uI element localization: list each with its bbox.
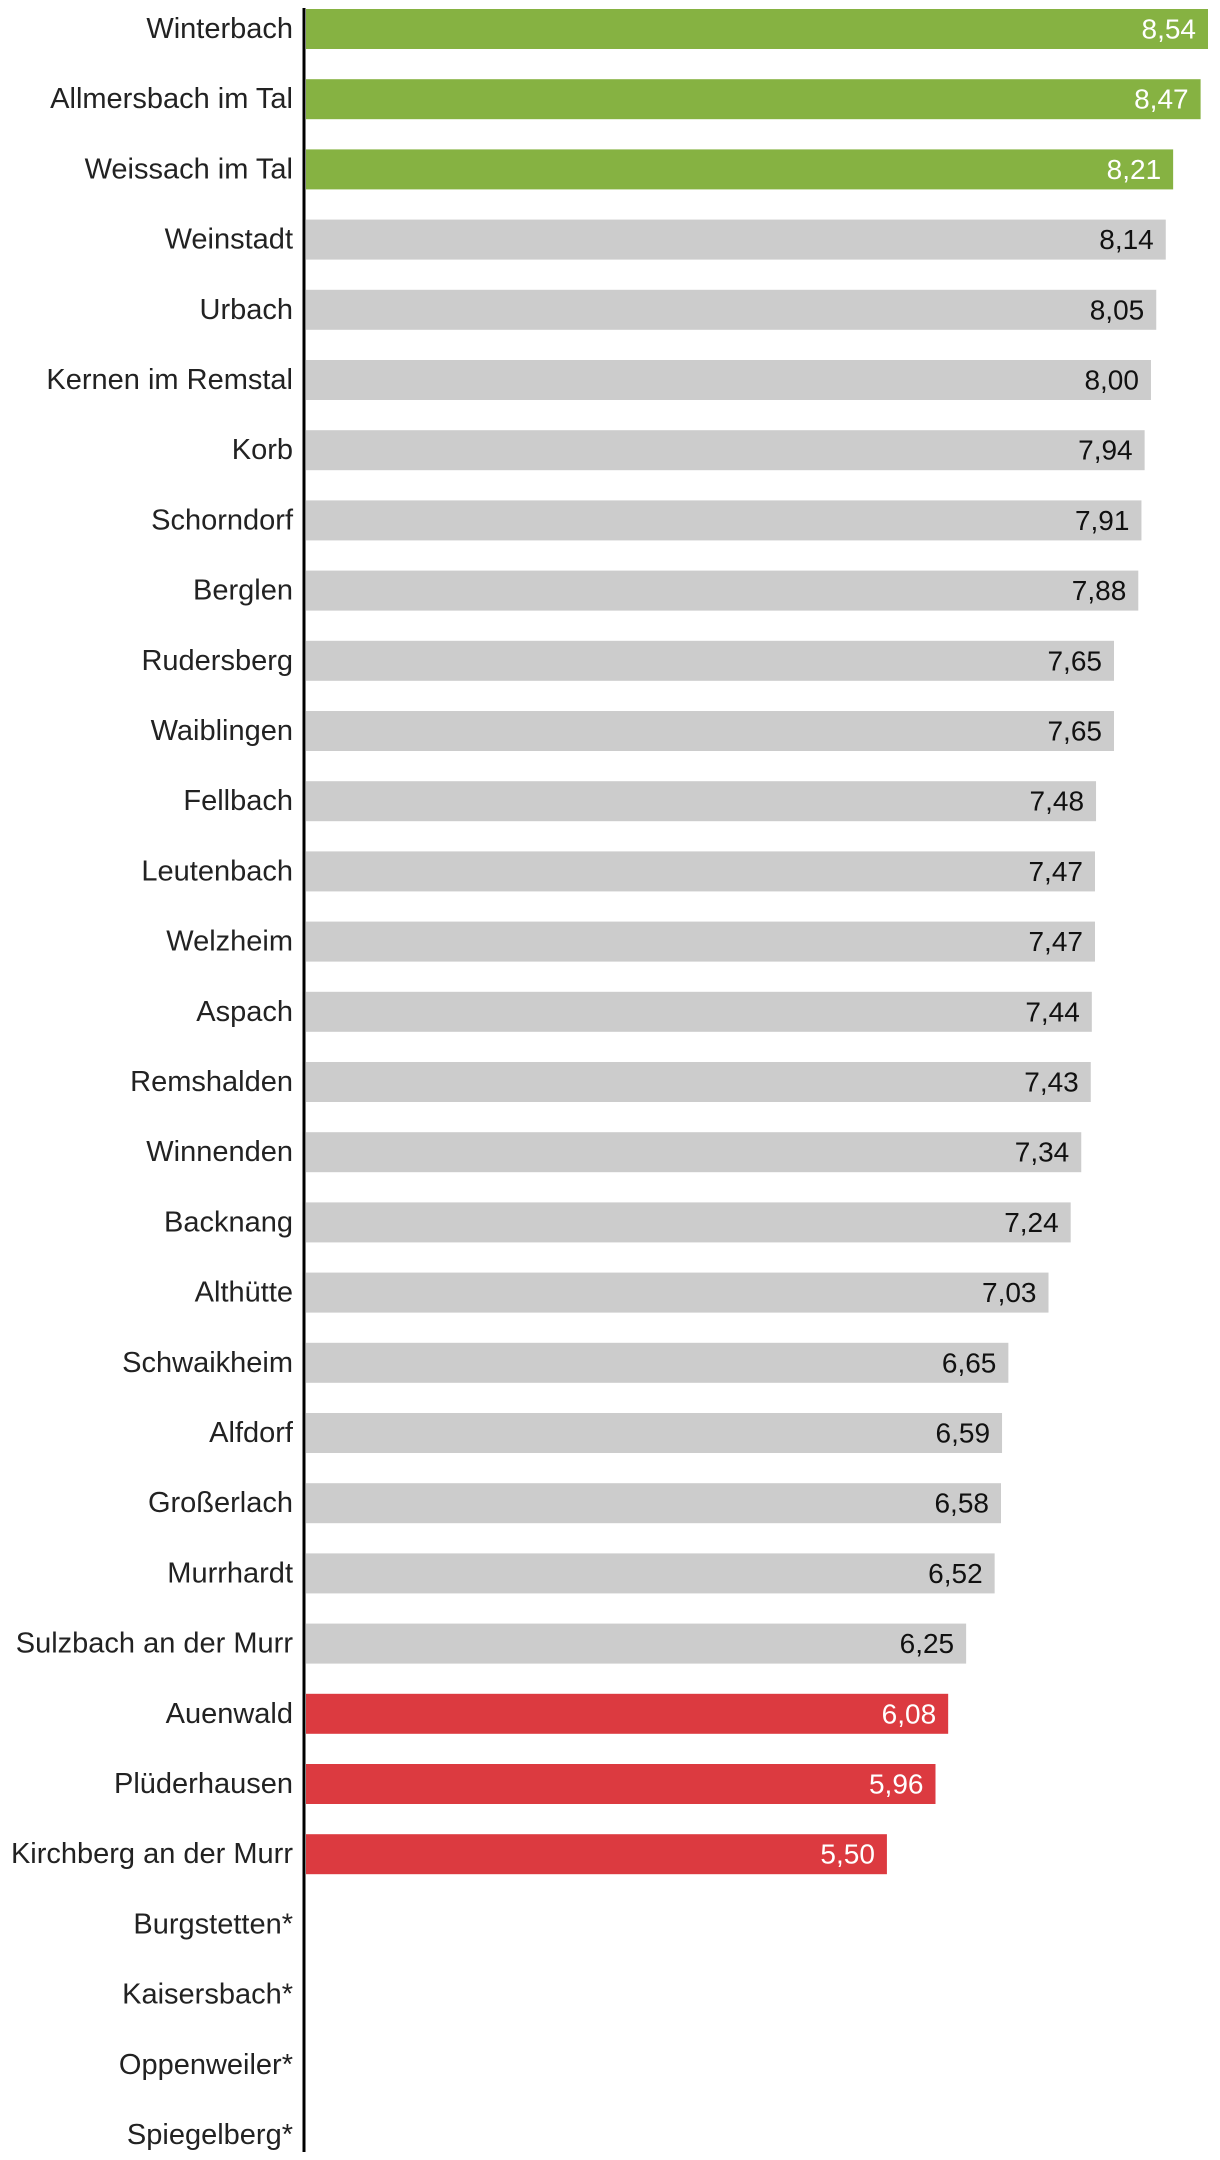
category-label-leutenbach: Leutenbach: [141, 855, 293, 887]
category-label-spiegelberg: Spiegelberg*: [127, 2119, 293, 2151]
bar-pluederhausen: [306, 1764, 936, 1804]
value-label-aspach: 7,44: [1025, 996, 1080, 1027]
bar-weinstadt: [306, 219, 1166, 260]
value-label-sulzbach-an-der-murr: 6,25: [900, 1628, 955, 1659]
category-label-weissach-im-tal: Weissach im Tal: [85, 153, 293, 185]
bar-schorndorf: [306, 500, 1142, 541]
bar-backnang: [306, 1202, 1071, 1243]
value-label-schwaikheim: 6,65: [942, 1347, 997, 1378]
bar-kernen-im-remstal: [306, 360, 1151, 400]
bar-korb: [306, 430, 1145, 471]
value-label-urbach: 8,05: [1090, 294, 1145, 325]
bar-alfdorf: [306, 1413, 1003, 1453]
category-label-kirchberg-an-der-murr: Kirchberg an der Murr: [11, 1838, 293, 1870]
bar-murrhardt: [306, 1553, 995, 1594]
bar-berglen: [306, 570, 1139, 611]
category-label-althuette: Althütte: [195, 1277, 293, 1309]
value-label-backnang: 7,24: [1004, 1207, 1059, 1238]
value-label-auenwald: 6,08: [882, 1698, 937, 1729]
category-label-waiblingen: Waiblingen: [151, 715, 293, 747]
bar-welzheim: [306, 921, 1095, 962]
value-label-berglen: 7,88: [1072, 575, 1127, 606]
value-label-kirchberg-an-der-murr: 5,50: [820, 1839, 875, 1870]
value-label-weissach-im-tal: 8,21: [1107, 154, 1162, 185]
bar-auenwald: [306, 1693, 949, 1734]
value-label-kernen-im-remstal: 8,00: [1084, 365, 1139, 396]
category-label-weinstadt: Weinstadt: [165, 224, 293, 256]
category-label-sulzbach-an-der-murr: Sulzbach an der Murr: [16, 1628, 294, 1660]
bar-schwaikheim: [306, 1342, 1009, 1383]
bar-rudersberg: [306, 640, 1114, 681]
category-label-aspach: Aspach: [196, 996, 293, 1028]
category-label-allmersbach-im-tal: Allmersbach im Tal: [50, 83, 293, 115]
value-label-waiblingen: 7,65: [1047, 716, 1102, 747]
value-label-leutenbach: 7,47: [1028, 856, 1083, 887]
value-label-schorndorf: 7,91: [1075, 505, 1130, 536]
category-label-schwaikheim: Schwaikheim: [122, 1347, 293, 1379]
value-label-murrhardt: 6,52: [928, 1558, 983, 1589]
bar-aspach: [306, 991, 1092, 1032]
bar-allmersbach-im-tal: [306, 79, 1201, 120]
category-label-schorndorf: Schorndorf: [151, 504, 294, 536]
bar-winnenden: [306, 1132, 1082, 1173]
category-label-kaisersbach: Kaisersbach*: [122, 1979, 293, 2011]
bar-remshalden: [306, 1062, 1091, 1102]
value-label-rudersberg: 7,65: [1047, 645, 1102, 676]
category-label-pluederhausen: Plüderhausen: [114, 1768, 293, 1800]
value-label-weinstadt: 8,14: [1099, 224, 1154, 255]
value-label-alfdorf: 6,59: [936, 1418, 991, 1449]
labels-layer: Winterbach 8,54 Allmersbach im Tal 8,47 Weis…: [11, 13, 1196, 2151]
value-label-korb: 7,94: [1078, 435, 1133, 466]
bar-grosserlach: [306, 1483, 1001, 1524]
category-label-welzheim: Welzheim: [166, 926, 293, 958]
category-label-backnang: Backnang: [164, 1206, 293, 1238]
bar-urbach: [306, 289, 1157, 330]
bar-weissach-im-tal: [306, 149, 1174, 190]
bars-layer: [306, 9, 1208, 1875]
value-label-pluederhausen: 5,96: [869, 1769, 924, 1800]
value-label-welzheim: 7,47: [1028, 926, 1083, 957]
bar-waiblingen: [306, 711, 1114, 751]
bar-winterbach: [306, 9, 1208, 49]
category-label-urbach: Urbach: [200, 294, 294, 326]
category-label-fellbach: Fellbach: [183, 785, 293, 817]
category-label-rudersberg: Rudersberg: [141, 645, 293, 677]
bar-sulzbach-an-der-murr: [306, 1623, 967, 1664]
bar-althuette: [306, 1272, 1049, 1313]
category-label-korb: Korb: [232, 434, 293, 466]
bar-fellbach: [306, 781, 1097, 822]
category-label-winnenden: Winnenden: [146, 1136, 293, 1168]
category-label-burgstetten: Burgstetten*: [133, 1908, 293, 1940]
value-label-winterbach: 8,54: [1142, 14, 1197, 45]
bar-leutenbach: [306, 851, 1095, 892]
category-label-winterbach: Winterbach: [146, 13, 293, 45]
category-label-berglen: Berglen: [193, 575, 293, 607]
bar-kirchberg-an-der-murr: [306, 1834, 887, 1875]
category-label-auenwald: Auenwald: [166, 1698, 293, 1730]
category-label-oppenweiler: Oppenweiler*: [119, 2049, 293, 2081]
category-label-alfdorf: Alfdorf: [209, 1417, 294, 1449]
category-label-kernen-im-remstal: Kernen im Remstal: [46, 364, 293, 396]
category-label-murrhardt: Murrhardt: [167, 1557, 293, 1589]
value-label-althuette: 7,03: [982, 1277, 1037, 1308]
value-label-grosserlach: 6,58: [934, 1488, 989, 1519]
category-label-remshalden: Remshalden: [130, 1066, 293, 1098]
value-label-remshalden: 7,43: [1024, 1067, 1079, 1098]
value-label-winnenden: 7,34: [1015, 1137, 1070, 1168]
value-label-allmersbach-im-tal: 8,47: [1134, 84, 1189, 115]
value-label-fellbach: 7,48: [1030, 786, 1085, 817]
category-label-grosserlach: Großerlach: [148, 1487, 293, 1519]
